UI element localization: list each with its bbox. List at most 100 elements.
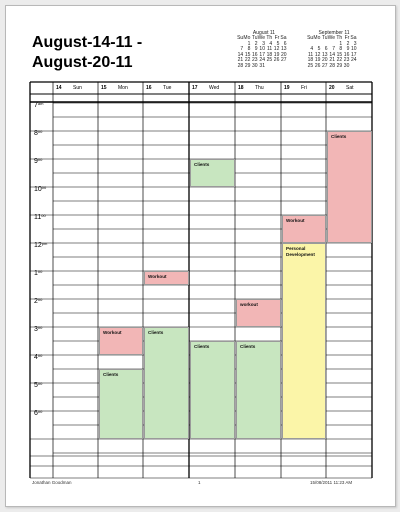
mini-calendar-day[interactable]: 2 [254,40,258,47]
day-number: 17 [192,85,198,91]
mini-calendar-title: August 11 [252,30,276,36]
mini-calendar-day[interactable]: 25 [266,57,273,64]
mini-calendar-day[interactable]: 7 [240,46,244,53]
day-name: Mon [118,85,128,91]
mini-calendar-day[interactable]: 15 [244,51,251,58]
mini-calendar-day[interactable]: 16 [252,51,258,58]
mini-calendar-day[interactable]: 24 [350,57,357,64]
day-header[interactable]: 14 Sun [53,82,98,94]
mini-calendar-day[interactable]: 12 [314,51,321,58]
mini-calendar-day[interactable]: 5 [276,40,280,47]
mini-calendar-day[interactable]: 4 [269,40,273,47]
event-block[interactable]: Clients [144,327,189,439]
hour-label: 200 [34,297,52,305]
hour-suffix: 00 [37,129,43,134]
day-header[interactable]: 20 Sat [326,82,372,94]
mini-calendar-day[interactable]: 5 [317,46,321,53]
mini-calendar-day[interactable]: 19 [273,51,280,58]
mini-calendar-day[interactable]: 24 [259,57,265,64]
mini-calendar-day[interactable]: 27 [280,57,287,64]
mini-calendar-weekday: Su [307,35,314,41]
week-range-title-line2: August-20-11 [32,54,133,71]
day-header[interactable]: 19 Fri [281,82,326,94]
mini-calendar-day[interactable]: 20 [280,51,287,58]
day-header[interactable]: 16 Tue [143,82,189,94]
mini-calendar: September 11 Su Mo Tu We Th Fr Sa 1 2 3 4 5 6 7 8 9 10 11 1… [306,30,362,70]
event-block[interactable]: Personal Development [282,243,326,439]
mini-calendar-day[interactable]: 29 [336,62,343,69]
hour-suffix: 00 [37,381,43,386]
mini-calendar-day[interactable]: 13 [280,46,287,53]
mini-calendar-day[interactable]: 27 [322,62,328,69]
mini-calendar-day[interactable]: 20 [322,57,328,64]
mini-calendar-day[interactable]: 30 [252,62,258,69]
hour-suffix: 00 [37,297,43,302]
mini-calendar-day[interactable]: 14 [329,51,335,58]
mini-calendar-day[interactable]: 23 [252,57,258,64]
mini-calendar-day[interactable]: 18 [266,51,273,58]
mini-calendar-day[interactable]: 10 [350,46,357,53]
event-block[interactable]: Workout [282,215,326,243]
mini-calendar-day[interactable]: 3 [353,40,357,47]
mini-calendar-day[interactable]: 21 [237,57,244,64]
mini-calendar-day[interactable]: 26 [314,62,321,69]
day-name: Tue [163,85,172,91]
mini-calendar-day[interactable]: 3 [262,40,265,47]
mini-calendar-day[interactable]: 8 [247,46,251,53]
mini-calendar-day[interactable]: 6 [324,46,328,53]
mini-calendar-day[interactable]: 1 [339,40,343,47]
day-header[interactable]: 17 Wed [189,82,235,94]
mini-calendar-day[interactable]: 7 [332,46,335,53]
mini-calendar-title: September 11 [318,30,350,36]
hour-number: 7 [34,102,38,109]
mini-calendar-day[interactable]: 8 [339,46,343,53]
hour-label: 600 [34,409,52,417]
mini-calendar-day[interactable]: 17 [259,51,265,58]
day-header[interactable]: 18 Thu [235,82,281,94]
hour-suffix: 00 [41,213,46,218]
footer-author: Jonathan Goodman [32,480,72,485]
mini-calendar-day[interactable]: 9 [346,46,350,53]
mini-calendar-day[interactable]: 12 [273,46,280,53]
event-block[interactable]: Clients [190,159,235,187]
event-block[interactable]: Clients [190,341,235,439]
mini-calendar-day[interactable]: 11 [266,46,273,53]
event-block[interactable]: Workout [144,271,189,285]
event-block[interactable]: Workout [99,327,143,355]
mini-calendar-day[interactable]: 2 [346,40,350,47]
mini-calendar-day[interactable]: 4 [310,46,314,53]
mini-calendar-day[interactable]: 30 [343,62,350,69]
mini-calendar-day[interactable]: 1 [247,40,251,47]
event-block[interactable]: Clients [236,341,281,439]
mini-calendar-day[interactable]: 14 [237,51,244,58]
mini-calendar-day[interactable]: 17 [350,51,357,58]
event-block[interactable]: Clients [99,369,143,439]
event-block[interactable]: workout [236,299,281,327]
mini-calendar-day[interactable]: 22 [336,57,343,64]
mini-calendar-day[interactable]: 28 [329,62,335,69]
hour-number: 10 [34,186,42,193]
mini-calendar-day[interactable]: 6 [283,40,287,47]
mini-calendar-day[interactable]: 13 [322,51,328,58]
mini-calendar-day[interactable]: 26 [273,57,280,64]
mini-calendar-day[interactable]: 16 [343,51,350,58]
day-header[interactable]: 15 Mon [98,82,143,94]
mini-calendar-day[interactable]: 10 [259,46,265,53]
mini-calendar-day[interactable]: 28 [237,62,244,69]
mini-calendar-day[interactable]: 11 [307,51,314,58]
mini-calendar-day[interactable]: 21 [329,57,335,64]
mini-calendar-day[interactable]: 9 [254,46,258,53]
event-block[interactable]: Clients [327,131,372,243]
footer-page-number: 1 [198,480,201,485]
mini-calendar-day[interactable]: 25 [307,62,314,69]
mini-calendar-day[interactable]: 29 [244,62,251,69]
mini-calendar-day[interactable]: 19 [314,57,321,64]
mini-calendar-day[interactable]: 23 [343,57,350,64]
mini-calendar-day[interactable]: 31 [259,62,265,69]
hour-number: 4 [34,354,38,361]
hour-suffix: 00 [37,409,43,414]
mini-calendar-day[interactable]: 18 [307,57,314,64]
mini-calendar-day[interactable]: 22 [244,57,251,64]
hour-suffix: 00 [37,157,43,162]
mini-calendar-day[interactable]: 15 [336,51,343,58]
